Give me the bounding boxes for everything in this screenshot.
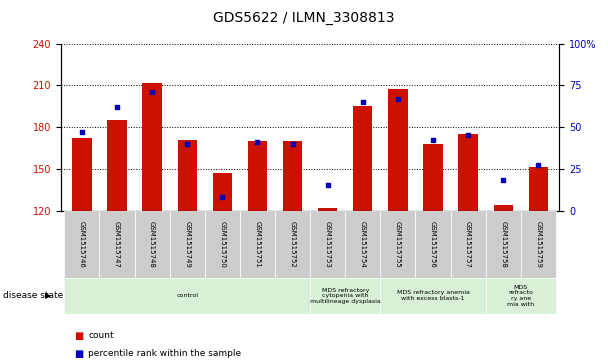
Text: GSM1515757: GSM1515757 (465, 221, 471, 268)
Text: ■: ■ (74, 349, 84, 359)
Bar (380, 278, 486, 314)
Text: GSM1515750: GSM1515750 (219, 221, 226, 268)
Text: GSM1515754: GSM1515754 (360, 221, 366, 268)
Text: ■: ■ (74, 331, 84, 341)
Bar (458, 134, 478, 211)
Text: GSM1515746: GSM1515746 (79, 221, 85, 268)
Bar (486, 211, 520, 278)
Text: count: count (88, 331, 114, 340)
Text: disease state: disease state (3, 291, 63, 300)
Bar (345, 211, 380, 278)
Text: MDS
refracto
ry ane
mia with: MDS refracto ry ane mia with (507, 285, 534, 307)
Bar (380, 211, 415, 278)
Text: GSM1515749: GSM1515749 (184, 221, 190, 268)
Point (533, 163, 543, 168)
Bar (134, 211, 170, 278)
Text: GSM1515758: GSM1515758 (500, 221, 506, 268)
Bar (528, 167, 548, 211)
Text: GSM1515755: GSM1515755 (395, 221, 401, 268)
Text: MDS refractory
cytopenia with
multilineage dysplasia: MDS refractory cytopenia with multilinea… (310, 287, 381, 304)
Bar (283, 141, 302, 211)
Bar (423, 144, 443, 211)
Text: GSM1515751: GSM1515751 (254, 221, 260, 268)
Bar (64, 211, 100, 278)
Text: GSM1515752: GSM1515752 (289, 221, 295, 268)
Text: GSM1515756: GSM1515756 (430, 221, 436, 268)
Bar (108, 120, 126, 211)
Bar (451, 211, 486, 278)
Bar (100, 211, 134, 278)
Point (252, 139, 262, 145)
Bar (494, 205, 513, 211)
Point (218, 194, 227, 200)
Text: ▶: ▶ (45, 291, 52, 300)
Point (112, 104, 122, 110)
Point (393, 96, 402, 102)
Text: GSM1515747: GSM1515747 (114, 221, 120, 268)
Point (147, 89, 157, 95)
Bar (353, 106, 372, 211)
Bar (170, 211, 205, 278)
Text: GSM1515759: GSM1515759 (535, 221, 541, 268)
Text: control: control (176, 293, 198, 298)
Point (428, 138, 438, 143)
Text: GSM1515748: GSM1515748 (149, 221, 155, 268)
Bar (415, 211, 451, 278)
Bar (520, 211, 556, 278)
Bar (213, 173, 232, 211)
Point (323, 183, 333, 188)
Bar (310, 211, 345, 278)
Bar (318, 208, 337, 211)
Bar (486, 278, 556, 314)
Point (463, 132, 473, 138)
Bar (72, 138, 92, 211)
Bar (64, 278, 310, 314)
Point (358, 99, 368, 105)
Text: GSM1515753: GSM1515753 (325, 221, 331, 268)
Bar (142, 82, 162, 211)
Bar (310, 278, 380, 314)
Bar (275, 211, 310, 278)
Text: GDS5622 / ILMN_3308813: GDS5622 / ILMN_3308813 (213, 11, 395, 25)
Bar (240, 211, 275, 278)
Point (288, 141, 297, 147)
Text: MDS refractory anemia
with excess blasts-1: MDS refractory anemia with excess blasts… (396, 290, 469, 301)
Bar (178, 139, 197, 211)
Point (182, 141, 192, 147)
Text: percentile rank within the sample: percentile rank within the sample (88, 350, 241, 358)
Bar (205, 211, 240, 278)
Point (499, 178, 508, 183)
Point (77, 129, 87, 135)
Bar (388, 90, 407, 211)
Bar (247, 141, 267, 211)
